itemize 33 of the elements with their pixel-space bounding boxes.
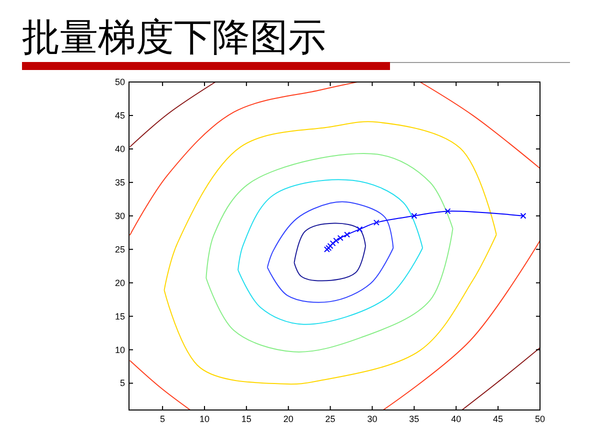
y-tick-label: 30: [114, 210, 125, 221]
chart-title: 批量梯度下降图示: [22, 15, 326, 59]
y-tick-label: 50: [114, 77, 125, 87]
point: [411, 212, 418, 219]
y-tick-label: 15: [114, 311, 125, 322]
y-tick-label: 45: [114, 110, 125, 120]
point: [444, 208, 451, 214]
point: [337, 234, 344, 241]
x-tick-label: 25: [325, 414, 336, 424]
point: [333, 238, 340, 244]
point: [344, 232, 350, 238]
y-tick-label: 35: [114, 177, 125, 188]
point: [356, 226, 363, 232]
point: [324, 246, 330, 252]
y-tick-label: 40: [114, 144, 125, 154]
y-tick-label: 5: [120, 378, 125, 388]
y-tick-label: 20: [114, 278, 125, 288]
point: [327, 243, 334, 249]
x-tick-label: 50: [534, 414, 546, 424]
point: [373, 220, 380, 226]
x-tick-label: 15: [241, 414, 252, 424]
x-tick-label: 45: [493, 414, 504, 424]
x-tick-label: 10: [199, 414, 210, 424]
x-tick-label: 20: [283, 414, 294, 424]
point: [326, 245, 332, 252]
y-tick-label: 25: [114, 244, 125, 254]
x-tick-label: 5: [160, 414, 166, 424]
x-tick-label: 40: [451, 414, 462, 424]
x-tick-label: 35: [409, 414, 420, 424]
point: [520, 212, 526, 219]
y-tick-label: 10: [114, 344, 125, 355]
point: [330, 240, 336, 246]
x-tick-label: 30: [367, 414, 378, 424]
